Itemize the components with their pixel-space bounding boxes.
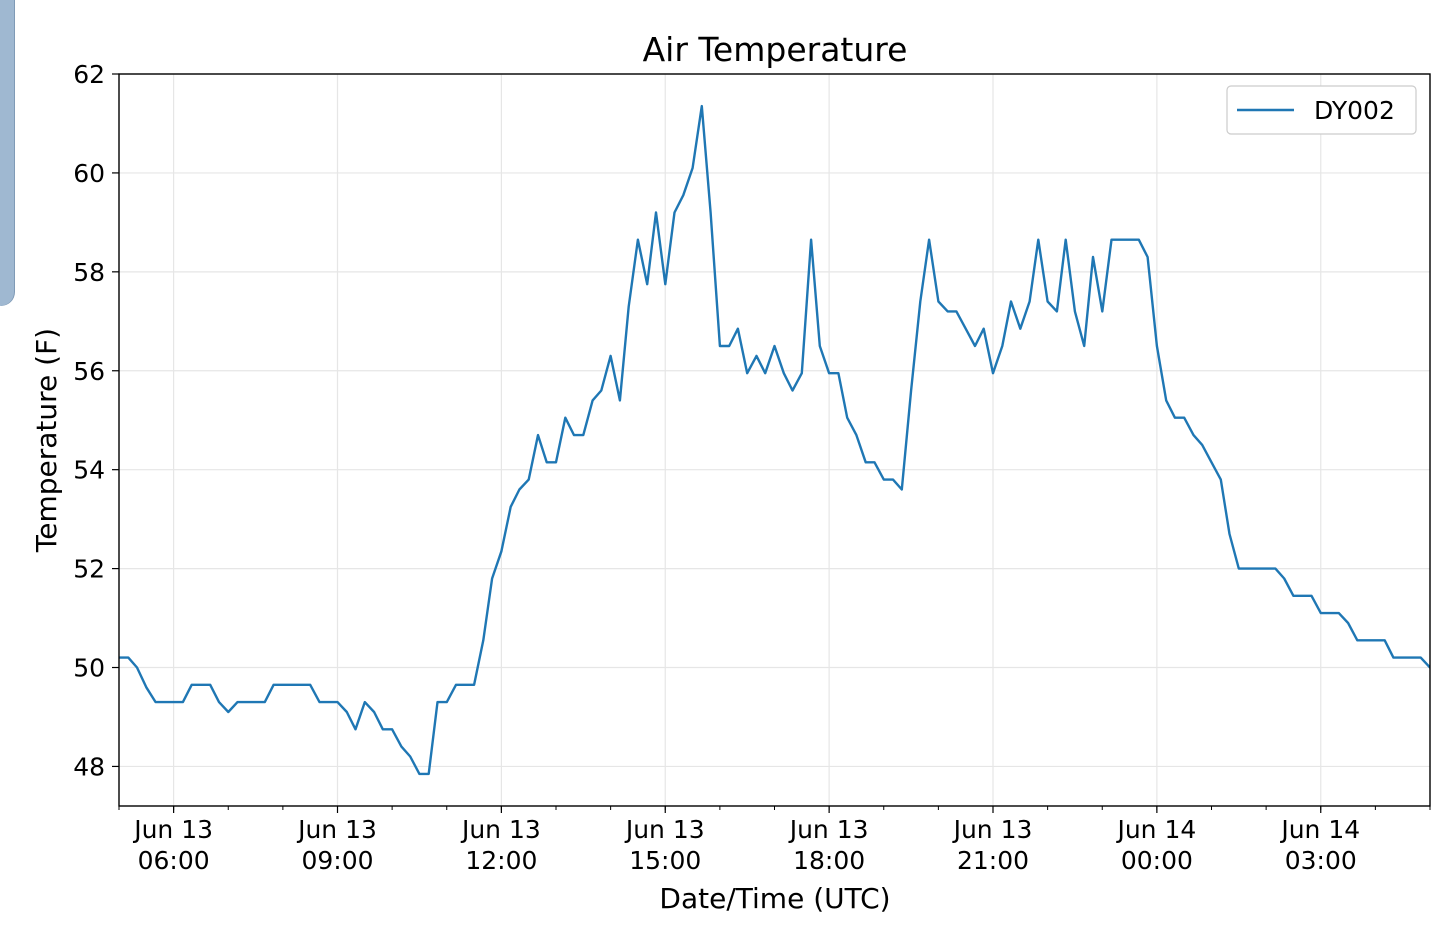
- x-tick-label-time: 15:00: [629, 846, 701, 875]
- grid-lines: [119, 73, 1430, 806]
- x-tick-label-day: Jun 13: [296, 815, 377, 844]
- x-tick-label-time: 03:00: [1285, 846, 1357, 875]
- x-tick-label-time: 06:00: [138, 846, 210, 875]
- y-tick-label: 48: [73, 752, 105, 781]
- x-axis-label: Date/Time (UTC): [659, 882, 890, 915]
- y-tick-label: 50: [73, 654, 105, 683]
- x-tick-label-day: Jun 13: [788, 815, 869, 844]
- x-tick-label-time: 00:00: [1121, 846, 1193, 875]
- y-axis-label: Temperature (F): [30, 328, 63, 553]
- x-tick-label-day: Jun 14: [1115, 815, 1196, 844]
- x-tick-label-day: Jun 13: [460, 815, 541, 844]
- y-tick-label: 52: [73, 555, 105, 584]
- x-tick-label-day: Jun 13: [624, 815, 705, 844]
- y-tick-label: 58: [73, 258, 105, 287]
- x-tick-label-day: Jun 13: [952, 815, 1033, 844]
- x-tick-label-time: 09:00: [301, 846, 373, 875]
- series-layer: [119, 104, 1430, 776]
- legend-box: [1226, 85, 1417, 135]
- y-tick-label: 62: [73, 60, 105, 89]
- legend: DY002: [1226, 85, 1417, 135]
- x-tick-label-time: 18:00: [793, 846, 865, 875]
- y-tick-label: 54: [73, 456, 105, 485]
- x-tick-label-time: 12:00: [465, 846, 537, 875]
- x-tick-label-day: Jun 13: [132, 815, 213, 844]
- series-line-DY002: [119, 104, 1430, 776]
- x-tick-label-time: 21:00: [957, 846, 1029, 875]
- x-tick-label-day: Jun 14: [1279, 815, 1360, 844]
- y-tick-label: 56: [73, 357, 105, 386]
- legend-label: DY002: [1314, 96, 1395, 125]
- chart-title: Air Temperature: [643, 30, 908, 69]
- y-tick-label: 60: [73, 159, 105, 188]
- window-edge-tab: [0, 0, 14, 306]
